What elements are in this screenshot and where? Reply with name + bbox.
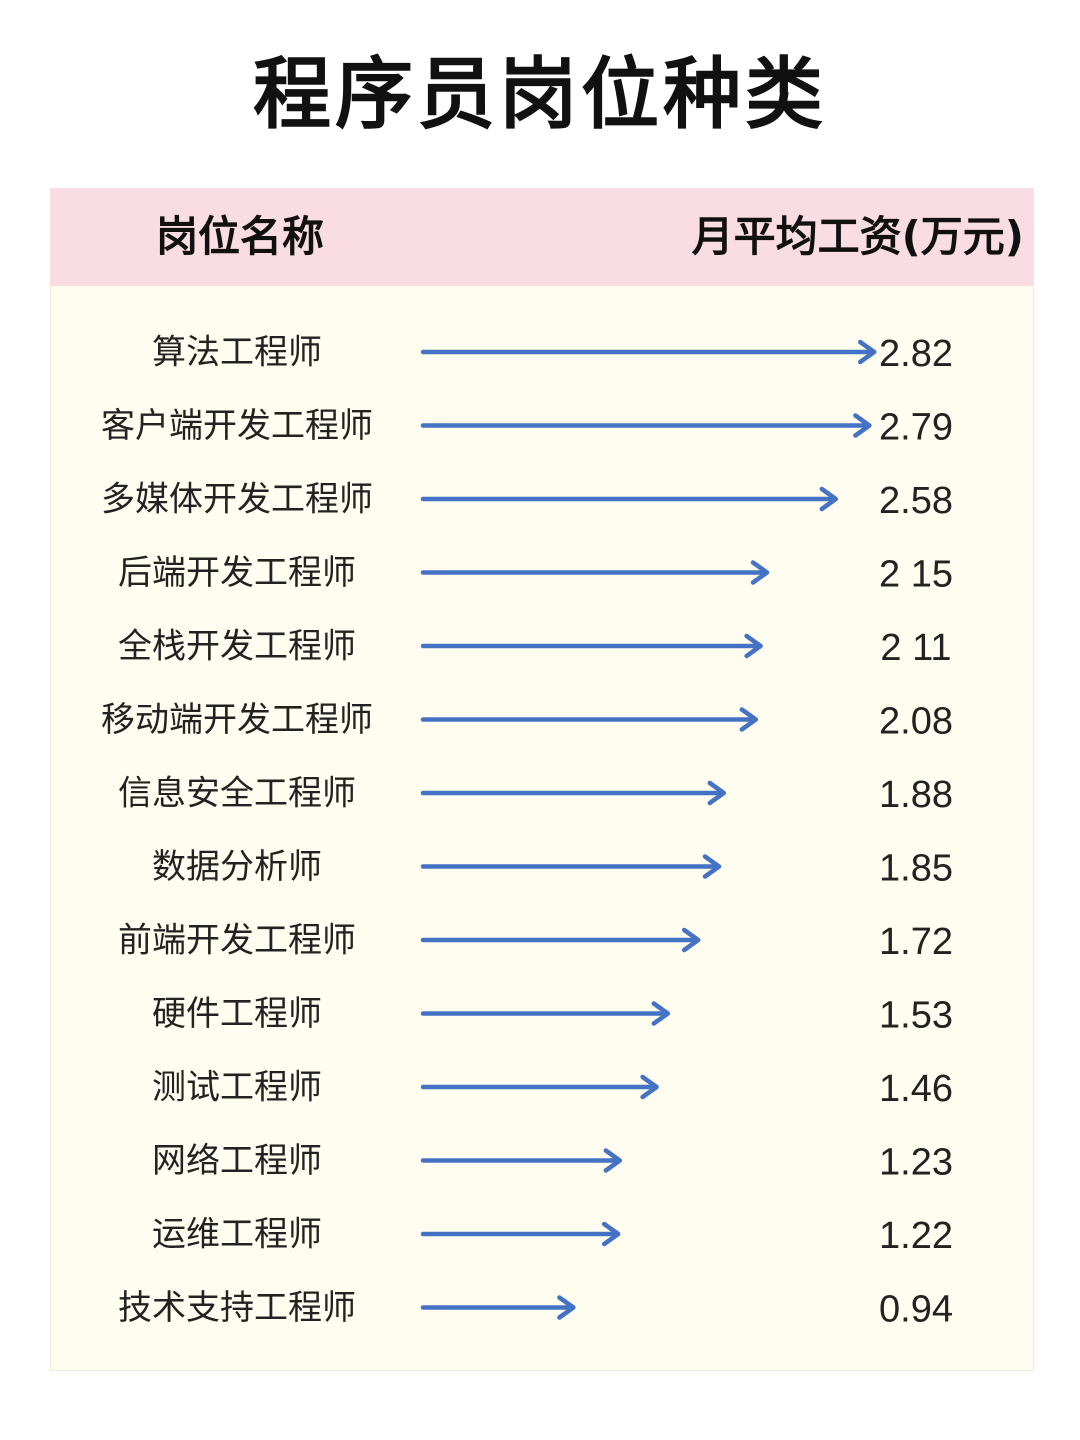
arrow-head [744,633,763,659]
chart-row: 全栈开发工程师 2 11 [118,627,952,670]
table-body: 算法工程师 2.82 客户端开发工程师 2.79 多媒体开发工程师 2.58 后端开发工程师… [50,286,1034,1371]
row-label: 网络工程师 [152,1141,322,1181]
chart-row: 后端开发工程师 2 15 [118,553,953,596]
arrow-head [681,927,701,953]
chart-row: 客户端开发工程师 2.79 [101,406,953,449]
arrow-head [603,1148,623,1173]
row-value: 0.94 [879,1289,953,1331]
chart-row: 前端开发工程师 1.72 [118,921,953,964]
row-label: 运维工程师 [152,1215,322,1255]
row-label: 客户端开发工程师 [101,406,373,446]
row-value: 1.72 [879,921,953,963]
chart-row: 运维工程师 1.22 [152,1215,953,1258]
arrow-head [702,854,722,879]
chart-row: 多媒体开发工程师 2.58 [101,480,953,523]
row-label: 测试工程师 [152,1068,322,1108]
row-label: 多媒体开发工程师 [101,480,373,520]
arrow-head [750,560,770,585]
chart-row: 数据分析师 1.85 [152,847,953,890]
row-value: 1.23 [879,1142,953,1184]
arrow-head [557,1295,576,1320]
chart-row: 移动端开发工程师 2.08 [101,700,953,743]
arrow-head [707,780,727,806]
chart-row: 网络工程师 1.23 [152,1141,953,1184]
header-job-name: 岗位名称 [155,212,324,261]
chart-row: 测试工程师 1.46 [152,1068,953,1111]
chart-row: 硬件工程师 1.53 [152,994,953,1037]
salary-arrow-chart: 算法工程师 2.82 客户端开发工程师 2.79 多媒体开发工程师 2.58 后端开发工程师… [101,333,953,1331]
row-label: 后端开发工程师 [118,553,356,593]
row-value: 1.53 [879,995,953,1037]
row-label: 前端开发工程师 [118,921,356,961]
header-avg-salary: 月平均工资(万元) [691,212,1024,261]
row-value: 2.82 [879,333,953,375]
chart-row: 技术支持工程师 0.94 [118,1288,953,1331]
row-label: 算法工程师 [152,333,322,373]
chart-row: 算法工程师 2.82 [152,333,953,376]
chart-row: 信息安全工程师 1.88 [118,774,953,817]
row-label: 数据分析师 [152,847,322,887]
row-value: 2.58 [879,480,953,522]
arrow-head [819,486,839,512]
row-value: 1.22 [879,1215,953,1257]
arrow-head [857,339,877,365]
row-value: 1.88 [879,774,953,816]
row-label: 硬件工程师 [152,994,322,1034]
table-header: 岗位名称 月平均工资(万元) [50,188,1034,286]
arrow-head [651,1001,671,1026]
row-value: 1.85 [879,848,953,890]
row-value: 2.79 [879,407,953,449]
row-value: 2.08 [879,701,953,743]
arrow-head [739,707,759,732]
row-label: 技术支持工程师 [118,1288,356,1328]
arrow-head [601,1221,621,1247]
row-label: 信息安全工程师 [118,774,356,814]
arrow-head [640,1074,659,1100]
arrow-head [853,413,872,438]
page-title: 程序员岗位种类 [252,50,827,140]
row-label: 全栈开发工程师 [118,627,356,667]
row-label: 移动端开发工程师 [101,700,373,740]
row-value: 2 15 [879,554,953,596]
row-value: 2 11 [880,627,951,669]
row-value: 1.46 [879,1068,953,1110]
